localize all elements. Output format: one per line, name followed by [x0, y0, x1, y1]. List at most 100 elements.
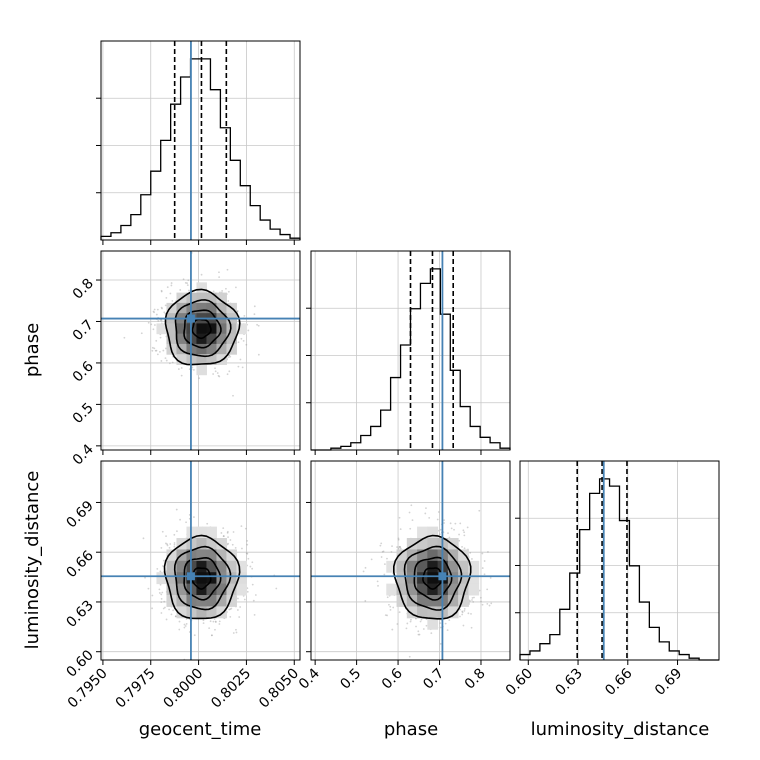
- pair-geocent-time-luminosity-distance-point: [174, 615, 177, 618]
- pair-phase-luminosity-distance-point: [462, 624, 465, 627]
- pair-geocent-time-luminosity-distance-point: [206, 522, 209, 525]
- pair-phase-luminosity-distance-point: [458, 539, 461, 542]
- pair-geocent-time-luminosity-distance-point: [229, 608, 232, 611]
- pair-geocent-time-phase-point: [186, 282, 188, 285]
- pair-geocent-time-luminosity-distance-content: [101, 461, 300, 660]
- pair-phase-luminosity-distance-point: [463, 547, 466, 550]
- pair-phase-luminosity-distance-density-cell: [417, 549, 428, 562]
- pair-phase-luminosity-distance-density-cell: [458, 595, 469, 607]
- x-label-luminosity-distance: luminosity_distance: [531, 719, 710, 740]
- pair-geocent-time-luminosity-distance-point: [234, 546, 237, 549]
- pair-geocent-time-luminosity-distance-point: [160, 612, 163, 614]
- pair-geocent-time-luminosity-distance-point: [166, 543, 168, 546]
- pair-geocent-time-phase-point: [179, 289, 182, 291]
- pair-phase-luminosity-distance-point: [389, 605, 392, 608]
- pair-geocent-time-luminosity-distance-point: [175, 508, 178, 511]
- x-tick-label-phase-1: 0.5: [337, 666, 364, 693]
- pair-phase-luminosity-distance-density-cell: [458, 549, 469, 562]
- pair-geocent-time-luminosity-distance-point: [235, 628, 237, 631]
- pair-geocent-time-phase-point: [226, 373, 229, 376]
- pair-geocent-time-luminosity-distance-point: [159, 570, 162, 573]
- pair-geocent-time-luminosity-distance-point: [251, 561, 254, 564]
- pair-phase-luminosity-distance-point: [405, 627, 408, 630]
- pair-geocent-time-luminosity-distance-contour-3: [163, 534, 241, 620]
- pair-geocent-time-phase-point: [188, 289, 190, 292]
- pair-phase-luminosity-distance-point: [450, 527, 453, 530]
- pair-phase-luminosity-distance-point: [389, 609, 392, 611]
- pair-geocent-time-phase-point: [155, 313, 158, 316]
- pair-phase-luminosity-distance-point: [390, 550, 393, 553]
- pair-phase-luminosity-distance-point: [428, 516, 431, 519]
- pair-geocent-time-phase-point: [242, 339, 245, 342]
- pair-phase-luminosity-distance-point: [398, 546, 401, 548]
- pair-phase-luminosity-distance-point: [436, 518, 439, 521]
- hist-step-geocent-time: [100, 58, 301, 240]
- pair-geocent-time-luminosity-distance-point: [251, 583, 254, 586]
- pair-geocent-time-luminosity-distance-point: [218, 620, 221, 623]
- pair-geocent-time-luminosity-distance-point: [254, 594, 257, 596]
- pair-geocent-time-phase-point: [241, 366, 244, 369]
- pair-geocent-time-phase-point: [154, 349, 157, 352]
- pair-geocent-time-luminosity-distance-density-cell: [216, 538, 227, 550]
- pair-geocent-time-luminosity-distance-density-cell: [226, 583, 237, 596]
- pair-phase-luminosity-distance-point: [470, 626, 473, 629]
- pair-phase-luminosity-distance-density-cell: [406, 572, 418, 585]
- pair-phase-luminosity-distance-point: [471, 599, 473, 601]
- pair-geocent-time-luminosity-distance-point: [251, 567, 254, 570]
- pair-geocent-time-phase-density-cell: [216, 323, 227, 335]
- pair-geocent-time-phase-point: [218, 271, 220, 274]
- pair-geocent-time-phase-point: [182, 278, 185, 281]
- pair-geocent-time-phase-point: [227, 290, 230, 293]
- pair-phase-luminosity-distance-point: [488, 604, 491, 607]
- pair-geocent-time-phase-point: [168, 362, 171, 365]
- pair-geocent-time-phase-point: [225, 287, 227, 290]
- pair-geocent-time-luminosity-distance-point: [165, 618, 168, 621]
- pair-geocent-time-phase-point: [164, 304, 167, 307]
- pair-phase-luminosity-distance-point: [417, 633, 420, 636]
- pair-phase-luminosity-distance-point: [391, 545, 393, 548]
- hist-panel-phase: [306, 250, 511, 451]
- pair-geocent-time-luminosity-distance-point: [158, 592, 161, 594]
- pair-geocent-time-luminosity-distance-density-cell: [236, 560, 247, 573]
- pair-geocent-time-phase-point: [165, 359, 168, 362]
- pair-geocent-time-phase-point: [140, 332, 143, 335]
- pair-phase-luminosity-distance-point: [453, 528, 455, 531]
- pair-geocent-time-phase-point: [160, 360, 163, 362]
- pair-phase-luminosity-distance-density-cell: [406, 606, 418, 619]
- pair-phase-luminosity-distance-point: [370, 558, 373, 561]
- pair-geocent-time-phase-point: [160, 319, 163, 322]
- pair-geocent-time-phase-point: [160, 290, 163, 293]
- pair-phase-luminosity-distance-point: [461, 610, 464, 613]
- pair-phase-luminosity-distance-point: [458, 533, 460, 536]
- pair-geocent-time-luminosity-distance-panel: [100, 460, 301, 661]
- pair-geocent-time-phase-density-cell: [206, 343, 217, 355]
- pair-geocent-time-phase-point: [159, 319, 162, 321]
- pair-geocent-time-phase-point: [226, 268, 229, 271]
- pair-geocent-time-phase-density-cell: [196, 302, 207, 314]
- pair-phase-luminosity-distance-density-cell: [396, 583, 408, 596]
- pair-phase-luminosity-distance-point: [459, 615, 461, 618]
- pair-geocent-time-luminosity-distance-point: [151, 594, 154, 597]
- pair-geocent-time-luminosity-distance-point: [227, 536, 229, 539]
- pair-phase-luminosity-distance-density-cell: [417, 526, 428, 539]
- pair-geocent-time-luminosity-distance-density-cell: [196, 560, 207, 573]
- pair-geocent-time-phase-point: [184, 282, 187, 284]
- y-label-phase: phase: [22, 323, 43, 377]
- pair-geocent-time-luminosity-distance-point: [151, 607, 153, 610]
- pair-geocent-time-luminosity-distance-point: [170, 613, 173, 616]
- pair-geocent-time-phase-point: [228, 370, 231, 373]
- pair-geocent-time-luminosity-distance-density-cell: [226, 560, 237, 573]
- pair-phase-luminosity-distance-point: [424, 512, 427, 515]
- pair-phase-luminosity-distance-density-cell: [396, 560, 408, 573]
- pair-geocent-time-luminosity-distance-point: [222, 535, 225, 537]
- x-tick-label-luminosity-distance-1: 0.63: [553, 666, 586, 699]
- pair-geocent-time-phase-point: [218, 375, 221, 378]
- pair-phase-luminosity-distance-contour-3: [393, 534, 472, 620]
- pair-phase-luminosity-distance-density-cell: [447, 560, 459, 573]
- pair-geocent-time-phase-point: [243, 314, 246, 317]
- pair-phase-luminosity-distance-point: [419, 620, 422, 623]
- pair-phase-luminosity-distance-density-cell: [406, 560, 418, 573]
- pair-geocent-time-phase-contour-0: [191, 318, 212, 340]
- pair-phase-luminosity-distance-density-cell: [458, 572, 469, 585]
- pair-phase-luminosity-distance-point: [472, 601, 475, 603]
